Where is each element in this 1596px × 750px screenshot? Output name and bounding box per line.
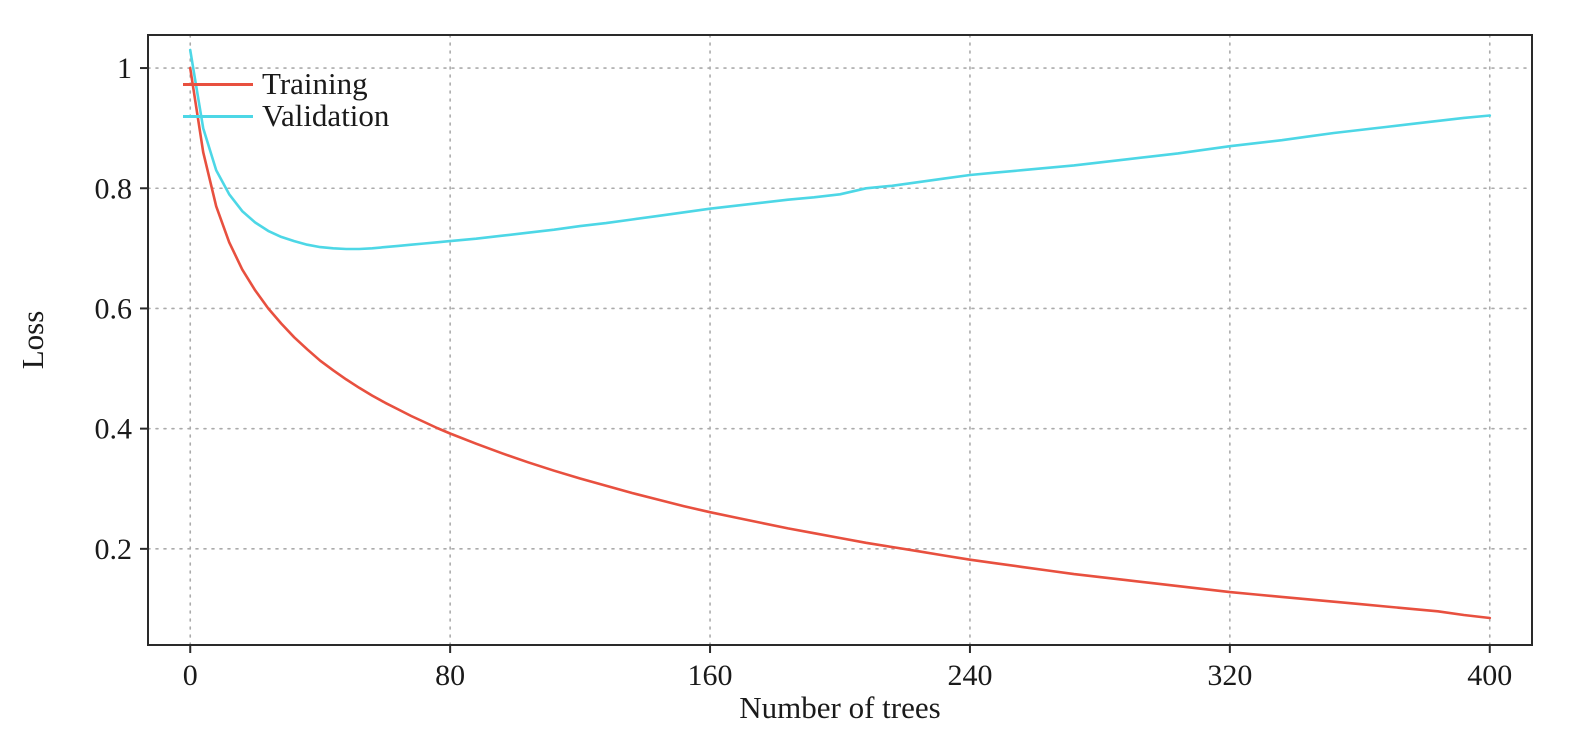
x-tick-label: 240	[947, 659, 992, 692]
y-tick-label: 1	[117, 52, 132, 85]
training-loss-line	[188, 66, 1492, 620]
y-tick-label: 0.4	[95, 413, 133, 446]
plot-border	[147, 34, 1533, 646]
validation-line-swatch	[183, 114, 253, 118]
y-tick-label: 0.8	[95, 172, 133, 205]
legend-label-validation: Validation	[262, 98, 390, 133]
legend-label-training: Training	[262, 66, 368, 101]
y-tick-label: 0.2	[95, 533, 133, 566]
legend-item-training: Training	[183, 66, 389, 101]
training-line-swatch	[183, 82, 253, 86]
x-tick-label: 160	[688, 659, 733, 692]
x-axis-label: Number of trees	[739, 690, 941, 725]
legend-item-validation: Validation	[183, 98, 390, 133]
y-axis-label: Loss	[15, 310, 50, 370]
x-tick-label: 0	[183, 659, 198, 692]
x-tick-label: 320	[1207, 659, 1252, 692]
validation-loss-line	[188, 48, 1492, 251]
x-tick-label: 400	[1467, 659, 1512, 692]
y-tick-label: 0.6	[95, 292, 133, 325]
x-tick-label: 80	[435, 659, 465, 692]
legend: Training Validation	[183, 66, 390, 133]
